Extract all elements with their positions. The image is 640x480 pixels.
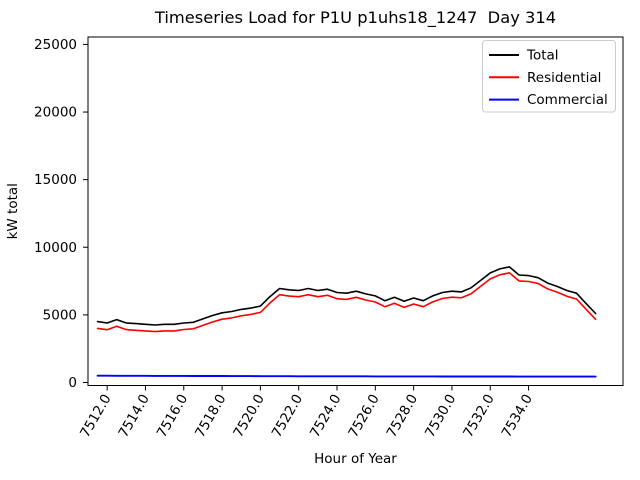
x-tick-label: 7524.0 xyxy=(307,392,344,441)
y-tick-label: 25000 xyxy=(34,37,77,53)
y-tick-label: 5000 xyxy=(43,307,77,323)
legend-label-residential: Residential xyxy=(527,70,601,86)
x-tick-label: 7518.0 xyxy=(192,392,229,441)
chart-title: Timeseries Load for P1U p1uhs18_1247 Day… xyxy=(154,8,556,28)
x-tick-label: 7520.0 xyxy=(230,392,267,441)
y-axis-label: kW total xyxy=(5,183,21,239)
y-tick-label: 0 xyxy=(68,375,77,391)
series-residential-line xyxy=(96,271,597,333)
y-tick-label: 10000 xyxy=(34,240,77,256)
x-tick-label: 7534.0 xyxy=(499,392,536,441)
x-tick-label: 7528.0 xyxy=(384,392,421,441)
x-axis-label: Hour of Year xyxy=(314,451,397,467)
series-commercial-line xyxy=(96,374,597,378)
y-tick-label: 15000 xyxy=(34,172,77,188)
legend: Total Residential Commercial xyxy=(482,40,616,113)
legend-box xyxy=(482,40,616,113)
legend-label-commercial: Commercial xyxy=(527,92,608,108)
x-tick-label: 7512.0 xyxy=(77,392,114,441)
x-tick-label: 7532.0 xyxy=(460,392,497,441)
y-tick-label: 20000 xyxy=(34,105,77,121)
legend-label-total: Total xyxy=(526,48,559,64)
x-tick-label: 7530.0 xyxy=(422,392,459,441)
x-tick-label: 7522.0 xyxy=(269,392,306,441)
x-tick-label: 7514.0 xyxy=(115,392,152,441)
series-total-line xyxy=(96,266,597,326)
plot-border xyxy=(87,36,624,386)
x-tick-label: 7516.0 xyxy=(154,392,191,441)
x-tick-label: 7526.0 xyxy=(345,392,382,441)
